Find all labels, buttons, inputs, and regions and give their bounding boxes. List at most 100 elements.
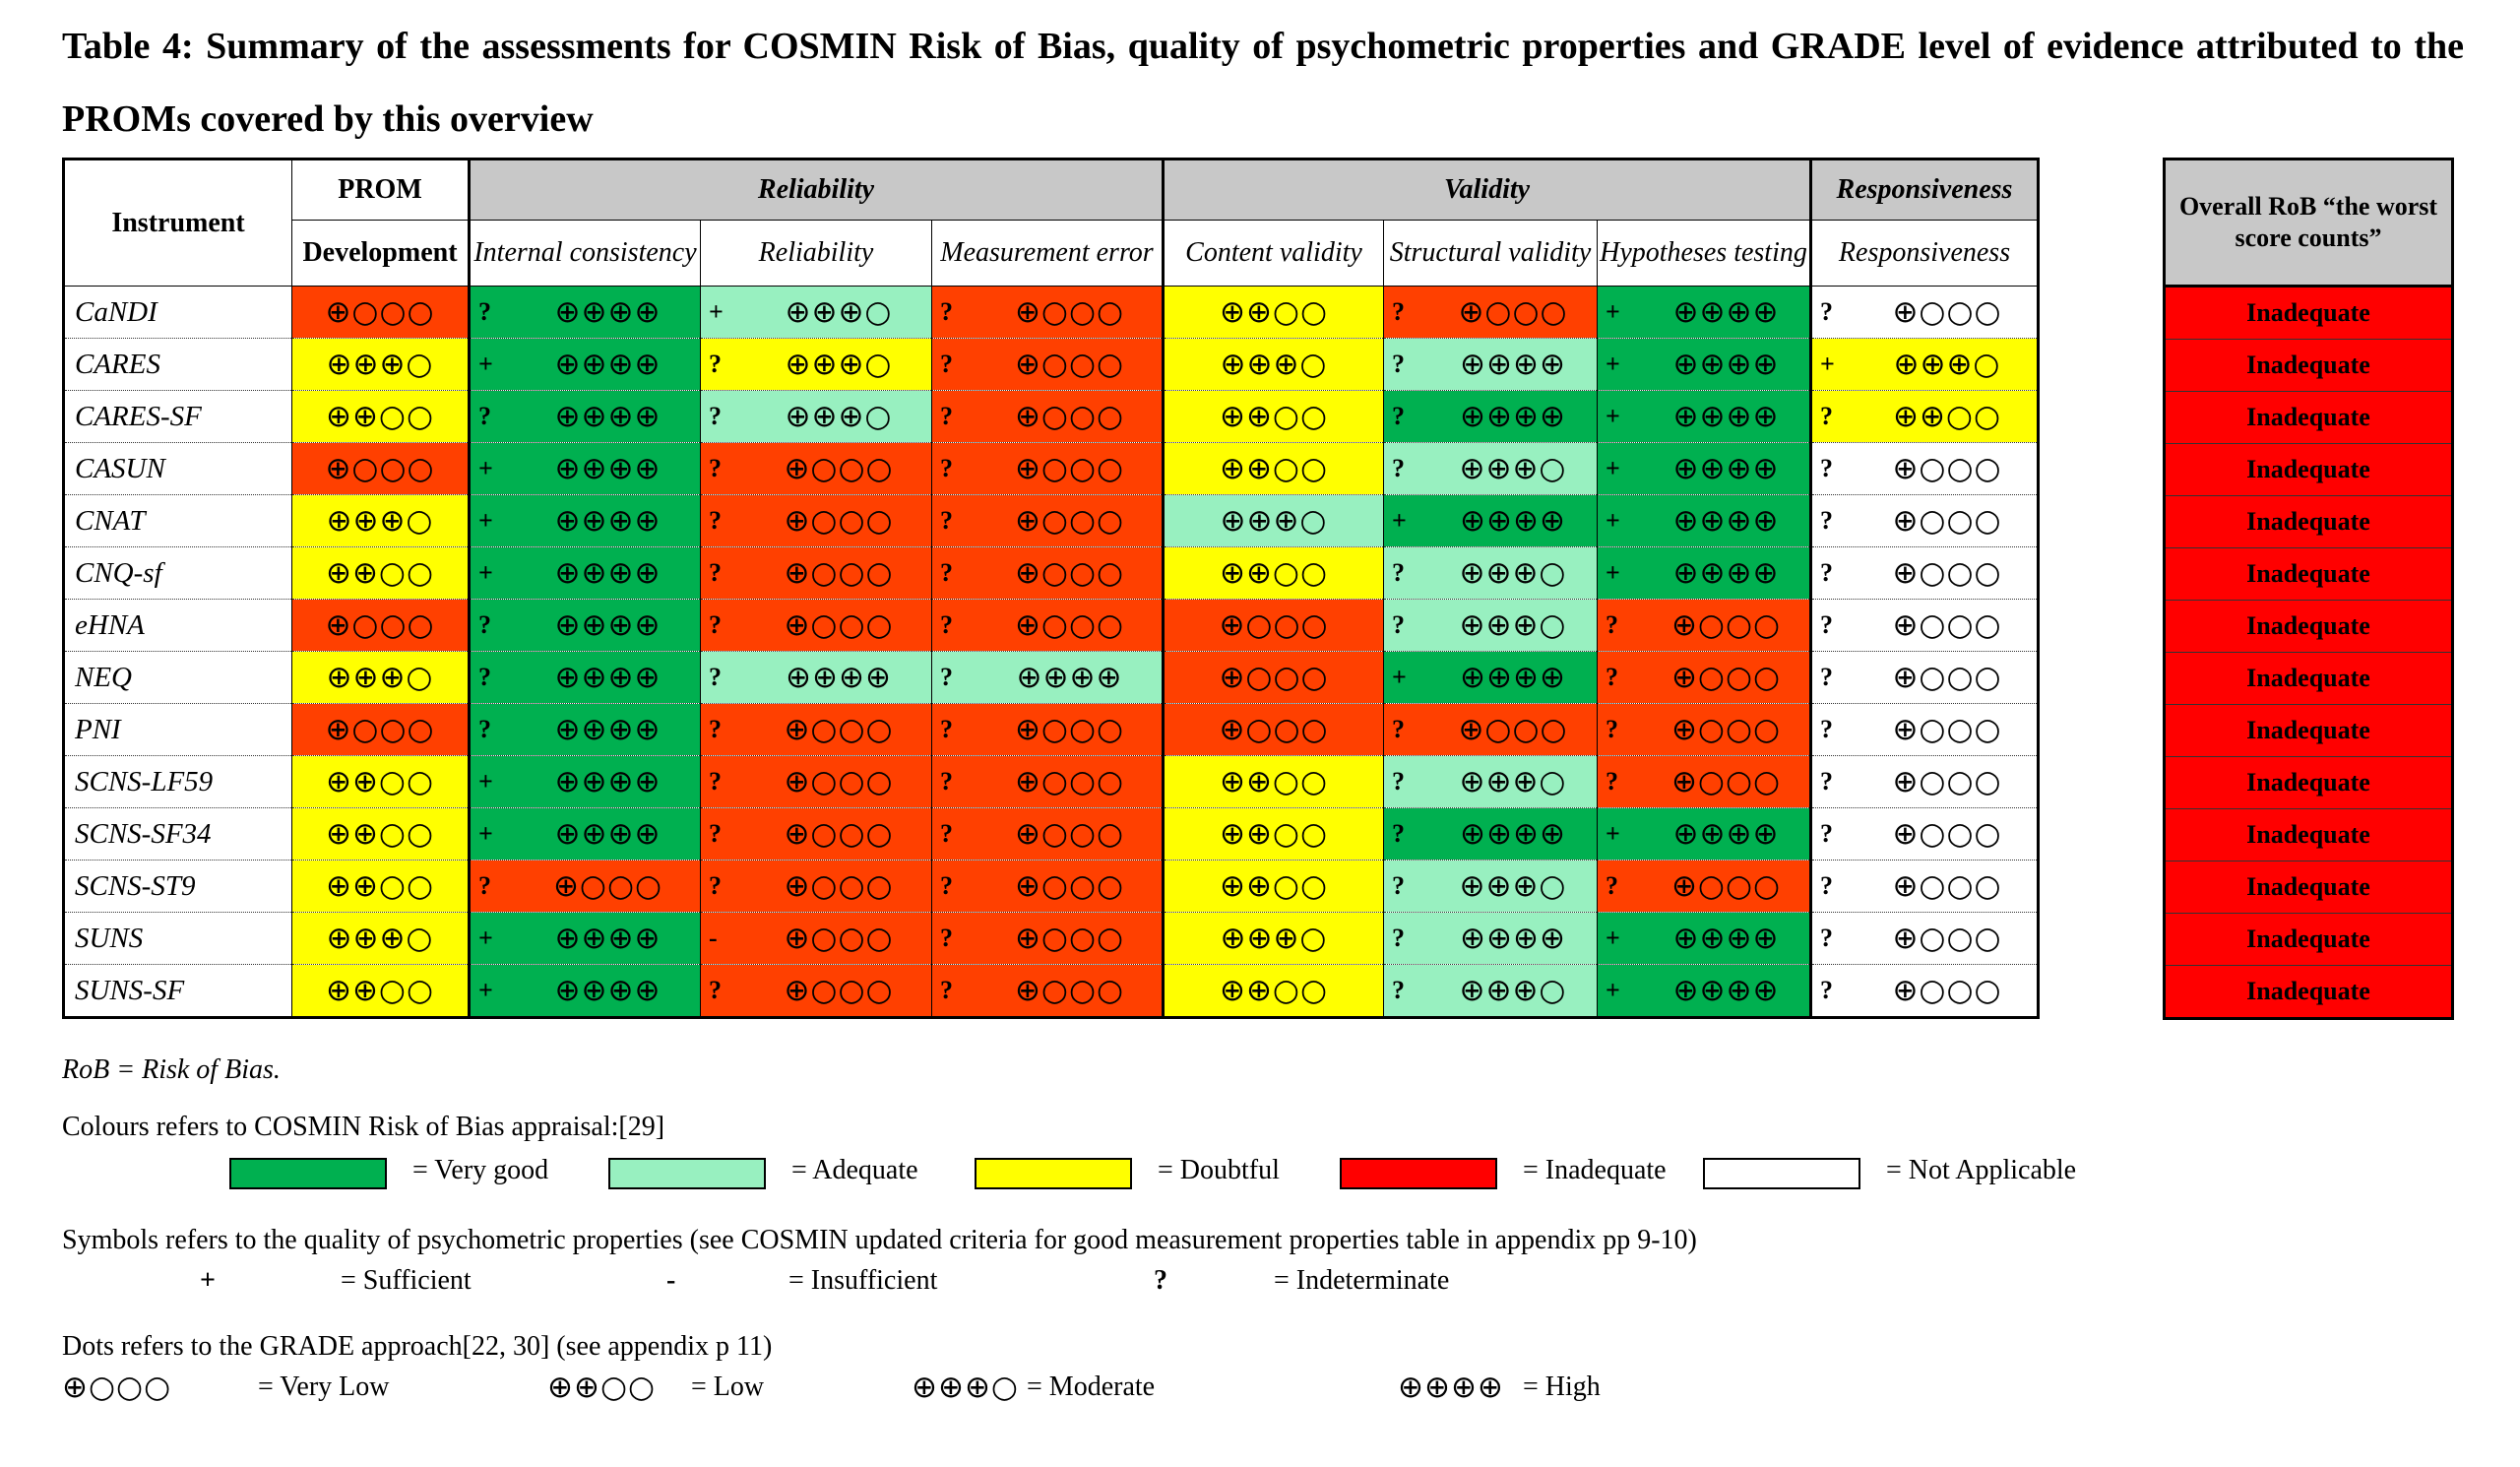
grade-dots: ⊕⊕⊕⊕ <box>554 347 662 382</box>
cell-responsiveness: ? ⊕○○○ <box>1809 442 2039 495</box>
header-measurement-error: Measurement error <box>931 220 1164 287</box>
overall-row: Inadequate <box>2164 652 2453 705</box>
cell-hypotheses-testing: ? ⊕○○○ <box>1597 651 1811 704</box>
overall-row: Inadequate <box>2164 443 2453 496</box>
quality-symbol: ? <box>1392 350 1405 378</box>
grade-dots: ⊕○○○ <box>784 921 894 956</box>
grade-dots: ⊕⊕○○ <box>325 973 435 1008</box>
grade-dots: ⊕⊕○○ <box>325 816 435 852</box>
quality-symbol: ? <box>1820 715 1833 743</box>
quality-symbol: + <box>1606 558 1620 587</box>
quality-symbol: ? <box>709 350 722 378</box>
cell-responsiveness: ? ⊕○○○ <box>1809 755 2039 808</box>
cell-reliability: - ⊕○○○ <box>700 912 932 965</box>
cell-structural-validity: ? ⊕⊕⊕○ <box>1383 860 1598 913</box>
grade-dots: ⊕○○○ <box>784 816 894 852</box>
cell-reliability: ? ⊕○○○ <box>700 442 932 495</box>
grade-dots: ⊕○○○ <box>1014 399 1125 434</box>
colour-legend-label: = Adequate <box>791 1155 918 1185</box>
cell-responsiveness: ? ⊕○○○ <box>1809 599 2039 652</box>
cell-content-validity: ⊕○○○ <box>1162 651 1384 704</box>
overall-row: Inadequate <box>2164 339 2453 392</box>
colour-swatch <box>975 1158 1132 1189</box>
overall-rob-value: Inadequate <box>2164 286 2453 340</box>
grade-dots: ⊕○○○ <box>784 451 894 486</box>
cell-hypotheses-testing: + ⊕⊕⊕⊕ <box>1597 546 1811 600</box>
grade-dots: ⊕○○○ <box>1014 816 1125 852</box>
table-row: SUNS-SF ⊕⊕○○ + ⊕⊕⊕⊕? ⊕○○○? ⊕○○○ ⊕⊕○○? ⊕⊕⊕○ + ⊕⊕⊕⊕… <box>63 964 2039 1018</box>
header-overall-rob: Overall RoB “the worst score counts” <box>2164 159 2453 287</box>
grade-dots: ⊕○○○ <box>1014 973 1125 1008</box>
quality-symbol: ? <box>1820 454 1833 482</box>
quality-symbol: ? <box>940 610 953 639</box>
quality-symbol: ? <box>1820 297 1833 326</box>
quality-symbol: ? <box>940 454 953 482</box>
cell-internal-consistency: ? ⊕○○○ <box>468 860 701 913</box>
overall-rob-value: Inadequate <box>2164 861 2453 914</box>
grade-dots: ⊕⊕○○ <box>325 555 435 591</box>
quality-symbol: ? <box>478 663 491 691</box>
cell-responsiveness: ? ⊕⊕○○ <box>1809 390 2039 443</box>
grade-dots: ⊕○○○ <box>1014 555 1125 591</box>
table-row: NEQ ⊕⊕⊕○? ⊕⊕⊕⊕? ⊕⊕⊕⊕? ⊕⊕⊕⊕ ⊕○○○ + ⊕⊕⊕⊕? ⊕○○○? ⊕○○… <box>63 651 2039 704</box>
grade-dots: ⊕⊕⊕○ <box>1220 347 1328 382</box>
grade-dots: ⊕○○○ <box>1458 294 1568 330</box>
grade-dots: ⊕○○○ <box>1892 712 2002 747</box>
symbols-legend-heading: Symbols refers to the quality of psychom… <box>62 1225 1697 1255</box>
quality-symbol: + <box>478 454 493 482</box>
grade-dots: ⊕○○○ <box>1014 921 1125 956</box>
quality-symbol: ? <box>1392 402 1405 430</box>
table-row: SUNS ⊕⊕⊕○ + ⊕⊕⊕⊕ - ⊕○○○? ⊕○○○ ⊕⊕⊕○? ⊕⊕⊕⊕ + ⊕⊕⊕⊕? ⊕○… <box>63 912 2039 965</box>
header-responsiveness: Responsiveness <box>1809 220 2039 287</box>
overall-row: Inadequate <box>2164 861 2453 914</box>
grade-legend-dots: ⊕⊕⊕⊕ <box>1398 1370 1504 1405</box>
cell-internal-consistency: + ⊕⊕⊕⊕ <box>468 546 701 600</box>
overall-row: Inadequate <box>2164 547 2453 601</box>
quality-symbol: ? <box>940 871 953 900</box>
instrument-name: SCNS-SF34 <box>63 807 292 861</box>
grade-dots: ⊕○○○ <box>325 451 435 486</box>
table-row: CNAT ⊕⊕⊕○ + ⊕⊕⊕⊕? ⊕○○○? ⊕○○○ ⊕⊕⊕○ + ⊕⊕⊕⊕ + ⊕⊕⊕⊕? ⊕○… <box>63 494 2039 547</box>
grade-dots: ⊕⊕⊕⊕ <box>554 399 662 434</box>
cell-internal-consistency: + ⊕⊕⊕⊕ <box>468 494 701 547</box>
grade-dots: ⊕○○○ <box>552 868 663 904</box>
grade-dots: ⊕⊕⊕⊕ <box>1460 347 1566 382</box>
quality-symbol: ? <box>1606 871 1618 900</box>
cell-content-validity: ⊕⊕○○ <box>1162 807 1384 861</box>
cell-internal-consistency: ? ⊕⊕⊕⊕ <box>468 703 701 756</box>
grade-legend-label: = Very Low <box>258 1371 390 1402</box>
cell-prom-development: ⊕⊕⊕○ <box>291 651 470 704</box>
grade-dots: ⊕○○○ <box>1670 660 1782 695</box>
quality-symbol: + <box>1606 924 1620 952</box>
grade-dots: ⊕○○○ <box>1014 868 1125 904</box>
header-reliability-group: Reliability <box>468 159 1164 221</box>
grade-dots: ⊕⊕○○ <box>1892 399 2002 434</box>
quality-symbol: ? <box>940 976 953 1004</box>
quality-symbol: ? <box>1606 663 1618 691</box>
grade-dots: ⊕○○○ <box>784 503 894 539</box>
cell-prom-development: ⊕⊕○○ <box>291 860 470 913</box>
symbol-legend-label: = Sufficient <box>341 1265 472 1296</box>
instrument-name: CARES-SF <box>63 390 292 443</box>
cell-prom-development: ⊕⊕⊕○ <box>291 494 470 547</box>
cell-content-validity: ⊕⊕○○ <box>1162 964 1384 1018</box>
cell-reliability: ? ⊕⊕⊕○ <box>700 390 932 443</box>
quality-symbol: ? <box>940 558 953 587</box>
cell-measurement-error: ? ⊕○○○ <box>931 338 1164 391</box>
grade-dots: ⊕⊕⊕○ <box>326 503 434 539</box>
cell-content-validity: ⊕⊕○○ <box>1162 442 1384 495</box>
cell-reliability: ? ⊕○○○ <box>700 703 932 756</box>
grade-dots: ⊕⊕⊕○ <box>1459 555 1567 591</box>
grade-dots: ⊕⊕⊕○ <box>785 399 893 434</box>
quality-symbol: + <box>478 350 493 378</box>
quality-symbol: + <box>478 558 493 587</box>
cell-structural-validity: ? ⊕⊕⊕⊕ <box>1383 912 1598 965</box>
quality-symbol: ? <box>940 663 953 691</box>
grade-dots: ⊕⊕⊕○ <box>1459 868 1567 904</box>
cell-internal-consistency: + ⊕⊕⊕⊕ <box>468 912 701 965</box>
quality-symbol: ? <box>1392 767 1405 796</box>
grade-dots: ⊕⊕⊕⊕ <box>554 816 662 852</box>
grade-dots: ⊕○○○ <box>1014 347 1125 382</box>
symbol-legend-label: = Indeterminate <box>1274 1265 1450 1296</box>
grade-dots: ⊕⊕⊕⊕ <box>786 660 892 695</box>
